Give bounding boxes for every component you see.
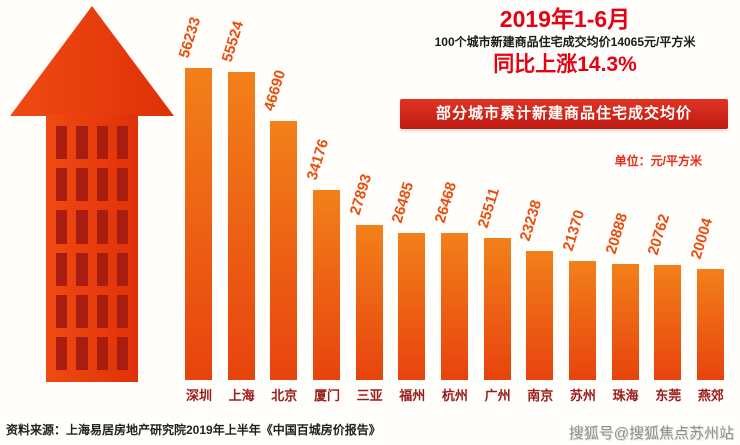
bar [696,269,724,380]
bar-column: 25511 广州 [474,40,519,403]
building-window [56,294,68,328]
chart-area: 56233 深圳 55524 上海 46690 北京 34176 厦门 27893 三亚 26485… [176,15,732,403]
bar-column: 20004 燕郊 [687,40,732,403]
bar-value-label: 20762 [644,212,674,257]
building-window [96,126,108,160]
data-source-note: 资料来源：上海易居房地产研究院2019年上半年《中国百城房价报告》 [6,423,381,437]
bar-city-label: 苏州 [569,388,596,403]
up-arrow-building-icon [46,114,138,382]
bar-column: 27893 三亚 [346,40,391,403]
bar-value-label: 21370 [559,208,589,253]
bar-column: 26485 福州 [389,40,433,403]
bar-value-label: 20004 [687,216,717,261]
bar-city-label: 三亚 [356,388,383,403]
bar-value-label: 25511 [474,185,503,230]
building-window [96,210,108,244]
bar-value-label: 56233 [175,15,205,60]
bar [526,251,554,380]
building-window [76,168,88,202]
bar-city-label: 南京 [527,388,554,403]
bar-city-label: 北京 [271,388,298,403]
building-window [76,294,88,328]
bar-city-label: 燕郊 [697,388,724,403]
building-window [56,210,68,244]
bar [185,68,212,380]
bar [654,265,682,380]
building-window [116,252,128,286]
period-title: 2019年1-6月 [499,6,631,32]
header-block: 2019年1-6月 100个城市新建商品住宅成交均价14065元/平方米 同比上… [400,5,730,78]
bar [227,72,255,380]
bar-column: 46690 北京 [261,40,305,403]
bar-value-label: 46690 [261,68,290,113]
bar-city-label: 广州 [484,388,511,403]
watermark: 搜狐号@搜狐焦点苏州站 [568,425,734,442]
bar-city-label: 东莞 [655,388,682,403]
bar-column: 55524 上海 [218,19,263,403]
building-window [76,126,88,160]
building-window [76,252,88,286]
bar-column: 20762 东莞 [644,40,689,403]
bar [483,238,511,380]
bar-city-label: 杭州 [441,388,468,403]
building-window [56,336,68,370]
bar-column: 56233 深圳 [176,15,220,403]
bar [312,190,340,380]
building-window [116,126,128,160]
up-arrow-head-icon [10,6,174,116]
bar-city-label: 上海 [228,388,255,403]
bar-column: 34176 厦门 [303,40,348,403]
bar-value-label: 34176 [303,137,333,182]
bar-column: 26468 杭州 [431,40,476,403]
bar-column: 21370 苏州 [559,40,604,403]
bar-city-label: 福州 [399,388,426,403]
bar-value-label: 26468 [431,180,461,225]
building-window [96,168,108,202]
bar-value-label: 20888 [602,211,631,256]
bar [398,233,426,380]
bar-city-label: 珠海 [612,388,639,403]
yoy-growth-label: 同比上涨14.3% [493,52,637,76]
building-window [96,252,108,286]
building-window [56,252,68,286]
bar-value-label: 55524 [218,19,247,64]
bar [355,225,383,380]
building-window [116,294,128,328]
bar [440,233,468,380]
bar-city-label: 厦门 [313,388,340,403]
bar-value-label: 23238 [516,198,546,243]
bar [568,261,596,380]
bar-value-label: 26485 [389,180,418,225]
building-window [116,210,128,244]
chart-title-banner: 部分城市累计新建商品住宅成交均价 [400,99,728,129]
building-window [56,168,68,202]
bar-value-label: 27893 [346,172,375,217]
bar-column: 20888 珠海 [602,40,647,403]
bar-column: 23238 南京 [516,40,561,403]
building-window [96,336,108,370]
unit-label: 单位：元/平方米 [614,154,702,168]
bar-city-label: 深圳 [185,388,212,403]
building-window [116,336,128,370]
bar [270,121,298,380]
building-window [76,336,88,370]
average-price-subtitle: 100个城市新建商品住宅成交均价14065元/平方米 [434,34,696,49]
building-window [56,126,68,160]
building-window [116,168,128,202]
building-window [76,210,88,244]
building-window [96,294,108,328]
bar [611,264,639,380]
